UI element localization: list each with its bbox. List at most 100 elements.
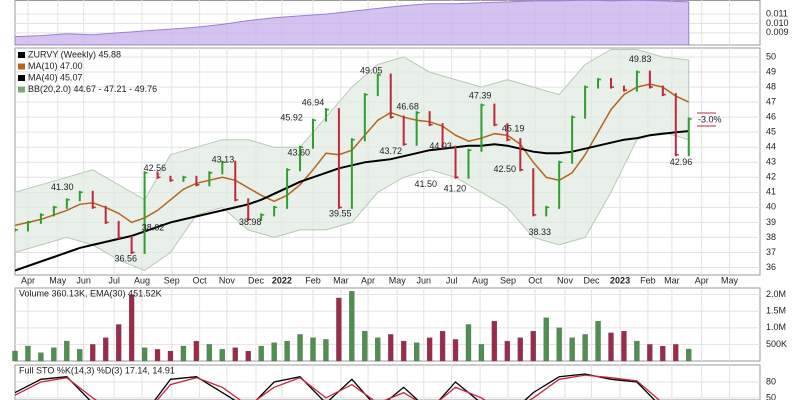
panel (15, 365, 760, 400)
x-tick-label: 2023 (610, 275, 630, 285)
price-annotation: 43.60 (287, 148, 310, 158)
y-tick-label: 0.010 (766, 18, 789, 28)
price-annotation: 38.62 (142, 222, 165, 232)
x-tick-label: Sep (164, 275, 180, 285)
panel (15, 48, 760, 275)
x-tick-label: Nov (219, 275, 236, 285)
volume-bar (375, 337, 381, 362)
price-annotation: 38.33 (528, 227, 551, 237)
volume-bar (90, 344, 96, 362)
volume-bar (362, 330, 368, 362)
x-tick-label: Nov (557, 275, 574, 285)
x-tick-label: Mar (664, 275, 680, 285)
volume-bar (128, 294, 135, 362)
x-tick-label: Oct (528, 275, 543, 285)
y-tick-label: 0.009 (766, 27, 789, 37)
x-tick-label: Feb (640, 275, 656, 285)
y-tick-label: 39 (766, 217, 776, 227)
price-annotation: 43.13 (212, 155, 235, 165)
volume-bar (465, 324, 472, 362)
volume-bar (64, 340, 70, 362)
volume-bar (297, 334, 303, 362)
x-tick-label: Apr (695, 275, 709, 285)
volume-bar (530, 330, 536, 362)
volume-bar (439, 330, 446, 362)
y-tick-label: 43 (766, 157, 776, 167)
y-tick-label: 49 (766, 66, 776, 76)
y-tick-label: 0.011 (766, 8, 788, 18)
price-annotation: 43.72 (379, 146, 402, 156)
volume-bar (167, 350, 174, 362)
volume-bar (582, 334, 588, 362)
volume-bar (388, 334, 394, 362)
price-annotation: 49.83 (629, 54, 652, 64)
volume-bar (647, 344, 653, 362)
price-annotation: 41.20 (444, 184, 467, 194)
y-tick-label: 41 (766, 187, 776, 197)
x-tick-label: Dec (584, 275, 601, 285)
y-tick-label: 37 (766, 247, 776, 257)
y-tick-label: 48 (766, 81, 776, 91)
price-annotation: 47.39 (469, 91, 492, 101)
volume-bar (491, 321, 498, 362)
x-tick-label: Jun (76, 275, 91, 285)
legend-swatch (18, 52, 25, 58)
y-tick-label: 2.0M (766, 289, 786, 299)
x-tick-label: Dec (248, 275, 265, 285)
price-annotation: 42.96 (670, 157, 693, 167)
price-annotation: 39.55 (329, 208, 352, 218)
volume-bar (232, 347, 238, 362)
price-frame (14, 47, 761, 276)
volume-bar (621, 330, 627, 362)
volume-bar (426, 337, 433, 362)
panel-title: Full STO %K(14,3) %D(3) 17.14, 14.91 (19, 365, 175, 375)
price-annotation: 42.56 (144, 163, 167, 173)
y-tick-label: 1.5M (766, 306, 786, 316)
volume-bar (245, 350, 251, 362)
volume-bar (38, 352, 44, 362)
volume-bar (116, 324, 122, 362)
y-tick-label: 46 (766, 112, 776, 122)
legend-label: BB(20,2.0) 44.67 - 47.21 - 49.76 (28, 84, 157, 94)
volume-bar (556, 327, 562, 362)
volume-bar (634, 340, 640, 362)
x-tick-label: Mar (333, 275, 349, 285)
legend-swatch (18, 63, 25, 70)
volume-bar (349, 291, 355, 362)
volume-bar (141, 347, 148, 362)
x-tick-label: Jul (446, 275, 458, 285)
volume-bar (686, 348, 692, 362)
price-annotation: 45.19 (502, 124, 525, 134)
x-tick-label: Feb (305, 275, 321, 285)
x-tick-label: Apr (21, 275, 35, 285)
x-tick-label: 2022 (272, 275, 292, 285)
sto-frame (14, 364, 761, 400)
price-annotation: 46.94 (302, 97, 325, 107)
price-annotation: 41.30 (51, 182, 74, 192)
y-tick-label: 500K (766, 339, 787, 349)
legend-swatch (18, 75, 25, 81)
volume-bar (452, 339, 459, 362)
volume-bar (12, 350, 18, 362)
y-tick-label: 50 (766, 51, 776, 61)
volume-bar (180, 345, 187, 362)
volume-bar (258, 345, 264, 362)
indicator-area (15, 0, 690, 45)
volume-bar (517, 337, 523, 362)
volume-bar (673, 344, 679, 362)
volume-bar (543, 317, 549, 362)
price-annotation: 46.68 (396, 101, 419, 111)
x-tick-label: Aug (134, 275, 150, 285)
y-tick-label: 1.0M (766, 322, 786, 332)
volume-bar (25, 345, 31, 362)
volume-bar (271, 342, 277, 362)
x-tick-label: Oct (193, 275, 208, 285)
volume-bar (336, 297, 342, 362)
volume-bar (193, 340, 200, 362)
price-annotation: 41.50 (414, 179, 437, 189)
volume-bar (154, 349, 161, 362)
volume-bar (608, 332, 614, 362)
volume-frame (14, 287, 761, 362)
volume-bar (401, 340, 407, 362)
